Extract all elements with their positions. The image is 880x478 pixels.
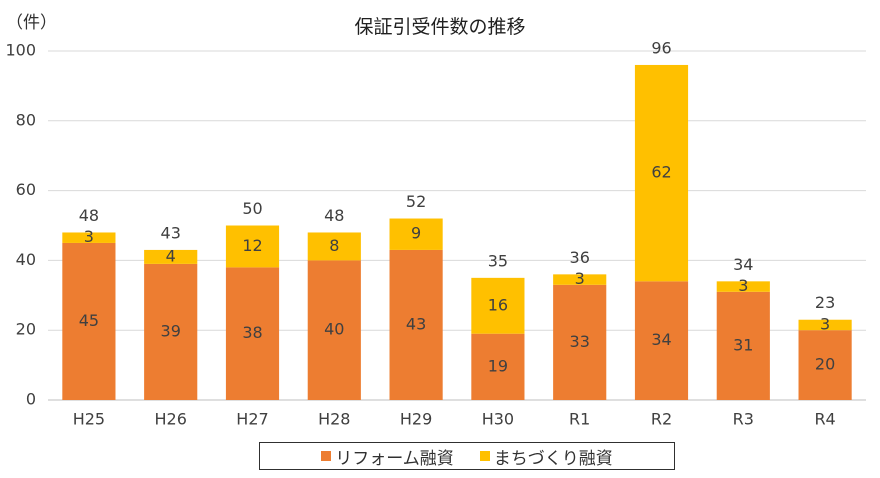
data-label-reform: 45: [79, 311, 99, 330]
bar-reform: [144, 263, 198, 400]
data-label-machizukuri: 3: [738, 276, 748, 295]
bar-reform: [389, 249, 443, 400]
x-tick-label: R3: [733, 410, 754, 429]
bar-machizukuri: [62, 232, 116, 243]
data-label-reform: 34: [651, 330, 671, 349]
data-label-reform: 31: [733, 335, 753, 354]
data-label-reform: 40: [324, 320, 344, 339]
bar-reform: [553, 284, 607, 400]
legend: リフォーム融資 まちづくり融資: [259, 442, 675, 470]
legend-swatch-machizukuri: [479, 451, 490, 461]
y-tick-label: 100: [5, 41, 36, 60]
bar-reform: [62, 242, 116, 400]
legend-item-machizukuri: まちづくり融資: [479, 444, 613, 469]
x-tick-label: H30: [482, 410, 514, 429]
total-label: 50: [242, 199, 262, 218]
total-label: 43: [161, 223, 181, 242]
bar-reform: [307, 260, 361, 400]
total-label: 52: [406, 192, 426, 211]
data-label-machizukuri: 12: [242, 236, 262, 255]
legend-label-machizukuri: まちづくり融資: [493, 448, 613, 469]
total-label: 23: [815, 293, 835, 312]
data-label-reform: 33: [570, 332, 590, 351]
x-tick-label: R1: [569, 410, 590, 429]
total-label: 48: [79, 206, 99, 225]
data-label-machizukuri: 3: [84, 227, 94, 246]
bar-reform: [225, 267, 280, 400]
x-tick-label: H25: [73, 410, 105, 429]
data-label-machizukuri: 3: [820, 314, 830, 333]
legend-swatch-reform: [321, 451, 332, 461]
bar-reform: [471, 333, 525, 400]
data-label-machizukuri: 8: [329, 236, 339, 255]
chart-title: 保証引受件数の推移: [354, 16, 526, 38]
x-tick-label: R4: [814, 410, 835, 429]
data-label-reform: 19: [488, 356, 508, 375]
y-tick-label: 80: [16, 110, 36, 129]
y-axis-unit-label: （件）: [6, 13, 57, 33]
chart-plot: 02040608010045348H2539443H26381250H27408…: [5, 38, 866, 429]
bar-machizukuri: [471, 277, 525, 334]
data-label-reform: 39: [161, 321, 181, 340]
x-tick-label: H27: [236, 410, 268, 429]
x-tick-label: H26: [155, 410, 187, 429]
legend-item-reform: リフォーム融資: [321, 444, 454, 469]
data-label-machizukuri: 62: [651, 163, 671, 182]
total-label: 35: [488, 251, 508, 270]
bar-reform: [716, 291, 770, 400]
y-tick-label: 60: [16, 180, 36, 199]
legend-label-reform: リフォーム融資: [335, 448, 454, 469]
data-label-reform: 38: [242, 323, 262, 342]
x-tick-label: H28: [318, 410, 350, 429]
total-label: 96: [651, 38, 671, 57]
bar-machizukuri: [553, 274, 607, 285]
bar-reform: [634, 281, 689, 400]
data-label-reform: 43: [406, 314, 426, 333]
bar-machizukuri: [634, 64, 689, 282]
total-label: 48: [324, 206, 344, 225]
data-label-machizukuri: 3: [575, 269, 585, 288]
bar-machizukuri: [716, 281, 770, 292]
data-label-machizukuri: 9: [411, 224, 421, 243]
bar-machizukuri: [389, 218, 443, 250]
bar-reform: [798, 330, 852, 400]
x-tick-label: H29: [400, 410, 432, 429]
bar-machizukuri: [144, 249, 198, 264]
total-label: 34: [733, 255, 753, 274]
bar-machizukuri: [225, 225, 280, 268]
data-label-machizukuri: 16: [488, 295, 508, 314]
y-tick-label: 40: [16, 250, 36, 269]
bar-machizukuri: [798, 319, 852, 331]
total-label: 36: [570, 248, 590, 267]
x-tick-label: R2: [651, 410, 672, 429]
y-tick-label: 0: [26, 390, 36, 409]
y-tick-label: 20: [16, 320, 36, 339]
data-label-machizukuri: 4: [166, 246, 176, 265]
bar-machizukuri: [307, 232, 361, 261]
data-label-reform: 20: [815, 355, 835, 374]
